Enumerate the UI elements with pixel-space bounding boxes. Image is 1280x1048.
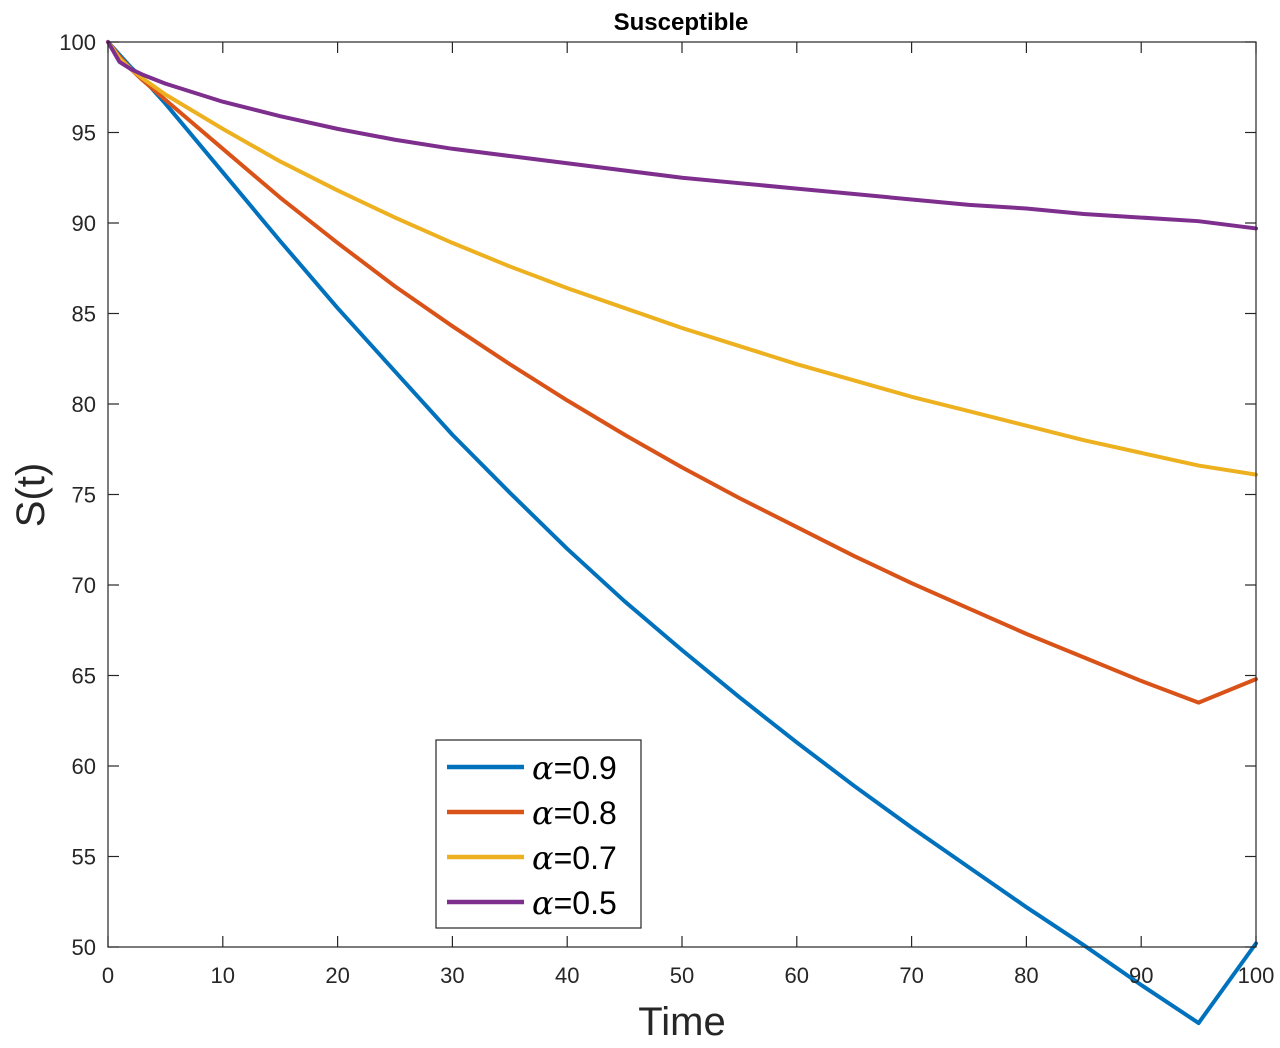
legend-alpha-symbol: α: [532, 884, 554, 922]
y-tick-label: 70: [72, 573, 96, 598]
legend-label-1: α=0.9: [532, 749, 617, 787]
legend-label-3: α=0.7: [532, 839, 617, 877]
x-tick-label: 90: [1129, 963, 1153, 988]
y-tick-label: 55: [72, 845, 96, 870]
legend-box: [435, 739, 642, 929]
legend-label-2: α=0.8: [532, 794, 617, 832]
y-tick-label: 80: [72, 392, 96, 417]
y-tick-label: 95: [72, 121, 96, 146]
y-tick-label: 100: [59, 30, 96, 55]
x-tick-label: 20: [325, 963, 349, 988]
legend-value: =0.8: [554, 795, 617, 831]
legend-value: =0.7: [554, 840, 617, 876]
legend-alpha-symbol: α: [532, 749, 554, 787]
x-tick-label: 80: [1014, 963, 1038, 988]
series-line-2: [106, 40, 1258, 705]
legend-value: =0.5: [554, 885, 617, 921]
y-tick-label: 85: [72, 302, 96, 327]
x-tick-label: 50: [670, 963, 694, 988]
y-tick-label: 75: [72, 483, 96, 508]
series-line-4: [106, 40, 1258, 231]
x-axis-label: Time: [638, 1000, 725, 1044]
legend-value: =0.9: [554, 750, 617, 786]
x-tick-label: 60: [785, 963, 809, 988]
series-line-3: [106, 40, 1258, 477]
tick-layer: 0 10 20 30 40 50 60 70 80 90 100 50 55 60 65 70 75 80 85 90…: [59, 30, 1274, 988]
series-layer: [106, 40, 1258, 1026]
x-tick-label: 30: [440, 963, 464, 988]
y-tick-label: 65: [72, 664, 96, 689]
legend-label-4: α=0.5: [532, 884, 617, 922]
x-tick-label: 40: [555, 963, 579, 988]
y-tick-label: 90: [72, 211, 96, 236]
x-tick-label: 0: [102, 963, 114, 988]
x-tick-label: 100: [1238, 963, 1275, 988]
x-tick-label: 70: [899, 963, 923, 988]
x-tick-label: 10: [211, 963, 235, 988]
y-tick-label: 60: [72, 754, 96, 779]
y-tick-label: 50: [72, 935, 96, 960]
legend-alpha-symbol: α: [532, 794, 554, 832]
legend-alpha-symbol: α: [532, 839, 554, 877]
legend-entries: α=0.9α=0.8α=0.7α=0.5: [447, 749, 617, 922]
legend: α=0.9α=0.8α=0.7α=0.5: [435, 739, 642, 929]
chart-title: Susceptible: [614, 9, 749, 36]
series-line-1: [106, 40, 1258, 1026]
y-axis-label: S(t): [9, 463, 53, 527]
